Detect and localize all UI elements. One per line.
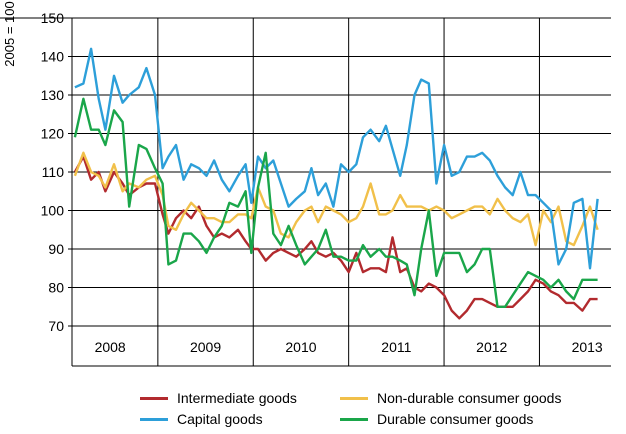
- y-tick-labels: 70 80 90 100 110 120 130 140 150: [41, 10, 65, 334]
- legend-swatch: [340, 417, 368, 421]
- y-tick-label: 140: [41, 49, 65, 65]
- y-tick-label: 130: [41, 87, 65, 103]
- legend-item-durable-consumer-goods: Durable consumer goods: [340, 411, 533, 427]
- legend-swatch: [140, 396, 168, 400]
- legend-label: Intermediate goods: [177, 390, 297, 406]
- legend-label: Non-durable consumer goods: [377, 390, 562, 406]
- y-tick-label: 70: [48, 318, 64, 334]
- legend-item-capital-goods: Capital goods: [140, 411, 263, 427]
- y-tick-label: 80: [48, 280, 64, 296]
- x-tick-labels: 2008 2009 2010 2011 2012 2013: [95, 339, 603, 355]
- x-tick-label: 2013: [572, 339, 603, 355]
- legend-label: Capital goods: [177, 411, 263, 427]
- legend-swatch: [340, 396, 368, 400]
- y-tick-label: 90: [48, 241, 64, 257]
- y-tick-label: 120: [41, 126, 65, 142]
- x-tick-label: 2009: [190, 339, 221, 355]
- legend-swatch: [140, 417, 168, 421]
- series-line-capital-goods: [74, 47, 599, 270]
- series-line-intermediate-goods: [73, 155, 598, 320]
- y-tick-label: 110: [42, 164, 65, 180]
- legend: Intermediate goods Non-durable consumer …: [0, 382, 626, 432]
- x-tick-label: 2011: [381, 339, 411, 355]
- y-tick-label: 100: [41, 203, 65, 219]
- line-chart: 2005 = 100 70 80 90 100 110 120 130 140 150 2008…: [0, 1, 611, 367]
- x-tick-label: 2010: [285, 339, 316, 355]
- legend-label: Durable consumer goods: [377, 411, 534, 427]
- legend-item-intermediate-goods: Intermediate goods: [140, 390, 297, 406]
- x-tick-label: 2008: [95, 339, 126, 355]
- grid: [0, 17, 611, 367]
- legend-item-non-durable-consumer-goods: Non-durable consumer goods: [340, 390, 561, 406]
- series-lines: [73, 47, 599, 320]
- series-line-durable-consumer-goods: [73, 97, 598, 308]
- y-tick-label: 150: [41, 10, 65, 26]
- y-axis-label: 2005 = 100: [2, 1, 17, 66]
- x-tick-label: 2012: [476, 339, 507, 355]
